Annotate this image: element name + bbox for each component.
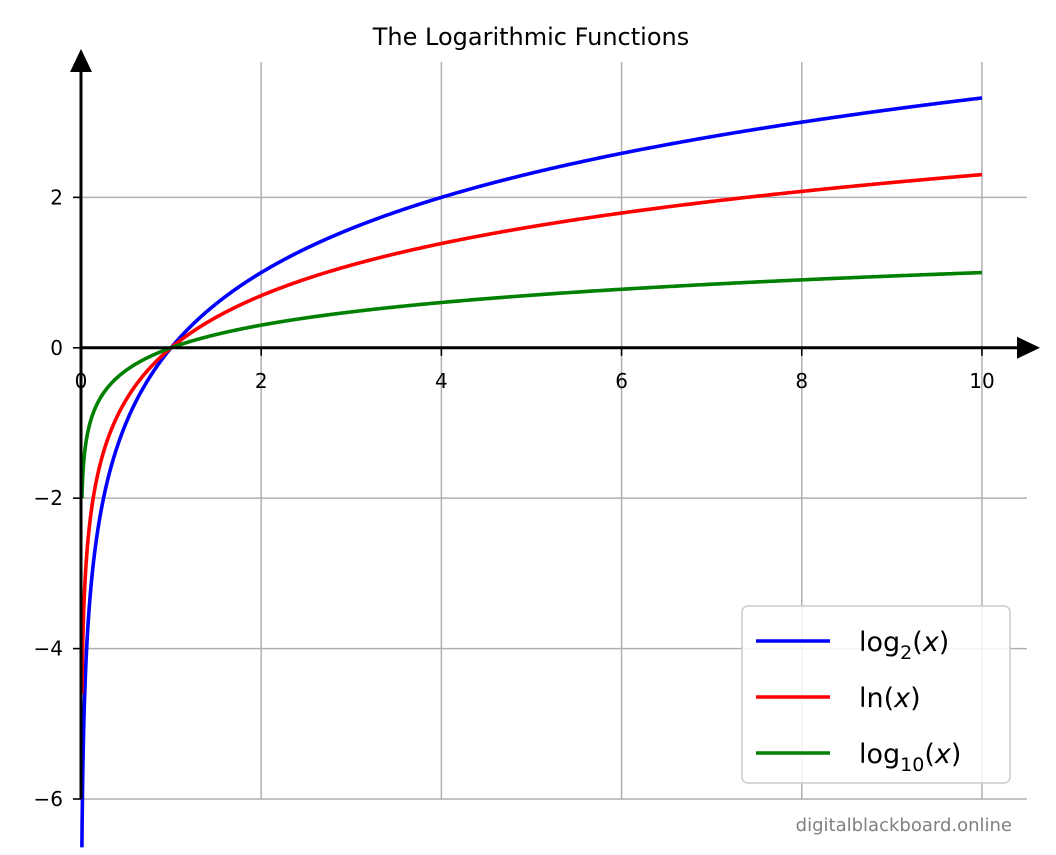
legend: log2(x) ln(x) log10(x) bbox=[741, 605, 1011, 784]
y-tick-label: 0 bbox=[50, 336, 63, 360]
axes bbox=[70, 49, 1040, 799]
series-layer bbox=[80, 96, 983, 850]
series-line-1 bbox=[80, 172, 983, 696]
x-tick-label: 2 bbox=[255, 369, 268, 393]
y-tick-label: −4 bbox=[34, 637, 63, 661]
y-tick-label: −6 bbox=[34, 787, 63, 811]
x-tick-label: 4 bbox=[435, 369, 448, 393]
x-tick-label: 10 bbox=[969, 369, 994, 393]
watermark: digitalblackboard.online bbox=[796, 815, 1012, 836]
x-axis-arrow bbox=[1017, 336, 1040, 359]
y-axis-arrow bbox=[70, 49, 92, 72]
y-tick-label: 2 bbox=[50, 185, 63, 209]
legend-label-2: log10(x) bbox=[859, 739, 961, 776]
x-tick-label: 6 bbox=[615, 369, 628, 393]
legend-label-0: log2(x) bbox=[859, 627, 949, 664]
series-line-2 bbox=[80, 270, 983, 500]
legend-box bbox=[741, 605, 1011, 784]
ticks: 0 2 4 6 8 10 −6 −4 −2 0 2 bbox=[34, 185, 995, 811]
x-tick-label: 0 bbox=[75, 369, 88, 393]
chart-title: The Logarithmic Functions bbox=[372, 23, 689, 51]
series-line-0 bbox=[80, 96, 983, 850]
legend-label-1: ln(x) bbox=[859, 683, 921, 714]
x-tick-label: 8 bbox=[795, 369, 808, 393]
y-tick-label: −2 bbox=[34, 486, 63, 510]
